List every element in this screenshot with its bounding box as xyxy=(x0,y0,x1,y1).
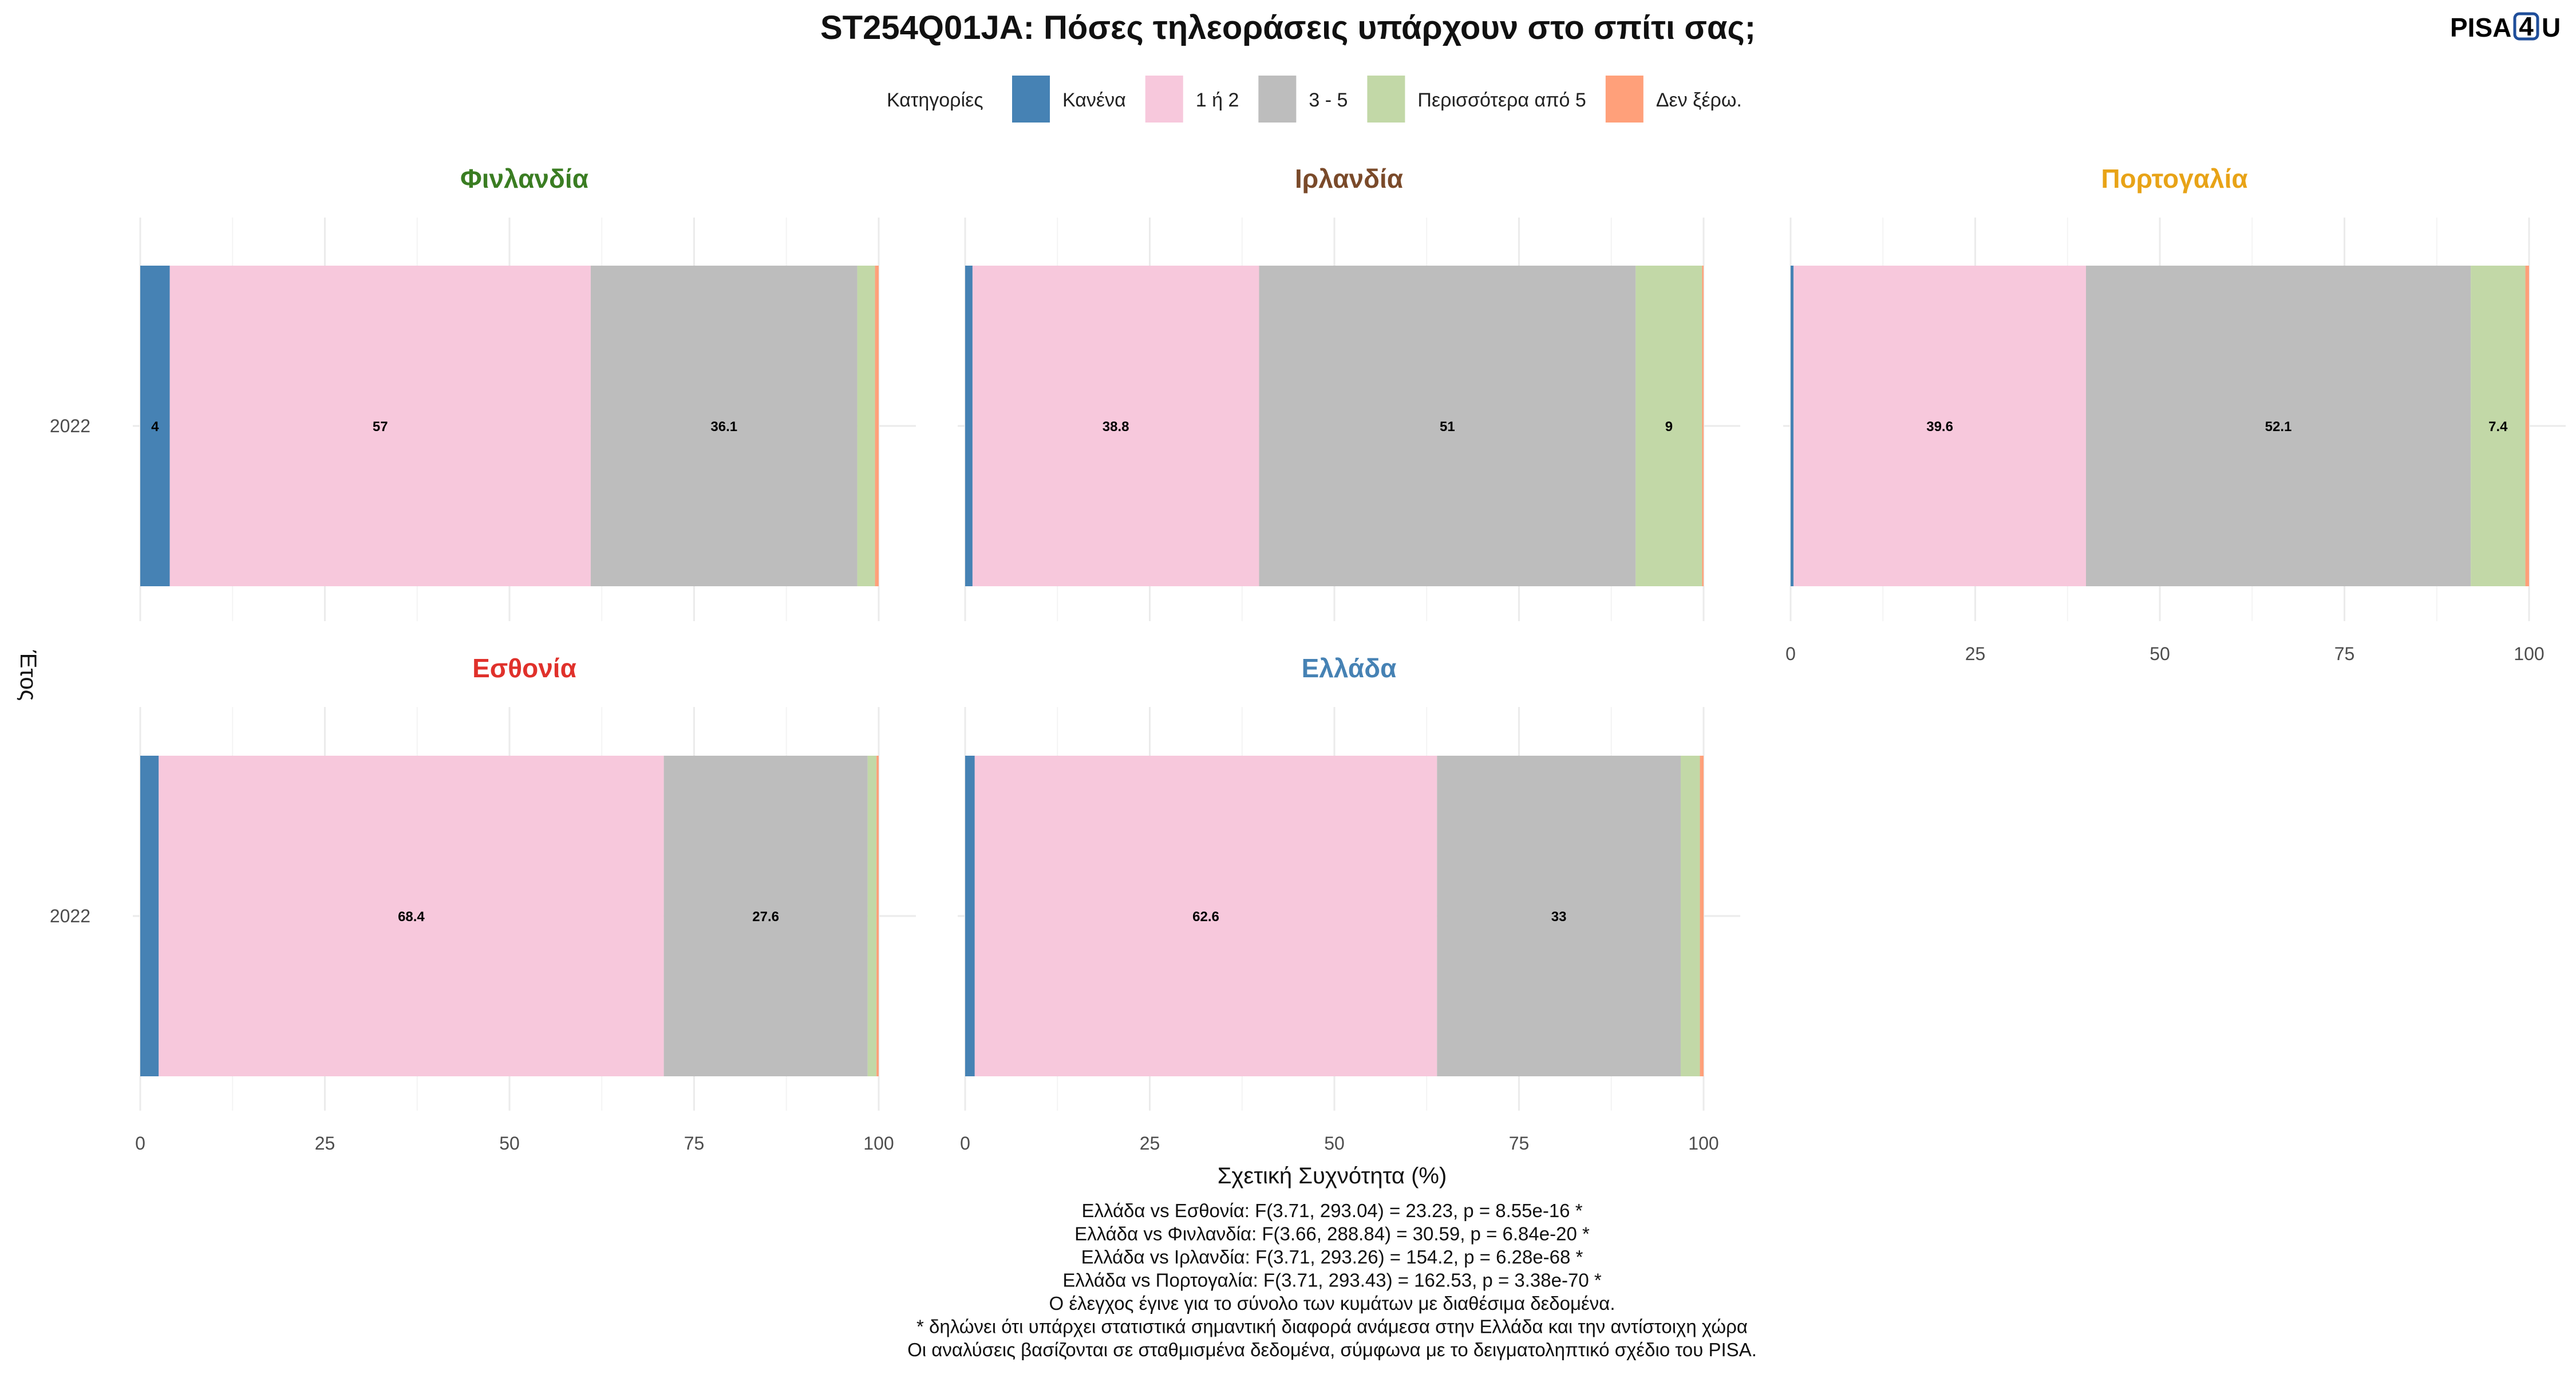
facet-title-2: Ιρλανδία xyxy=(1295,164,1403,194)
facet-title-5: Ελλάδα xyxy=(1302,653,1397,683)
logo-text-pisa: PISA xyxy=(2450,13,2511,42)
bar-label-2-2: 38.8 xyxy=(1103,419,1129,435)
x-tick-label-25: 25 xyxy=(1965,643,1986,664)
bar-segment-1-2 xyxy=(169,266,591,586)
x-tick-label-75: 75 xyxy=(2334,643,2355,664)
bar-segment-2-4 xyxy=(1635,266,1702,586)
bar-label-1-2: 57 xyxy=(373,419,388,435)
bar-segment-4-3 xyxy=(663,756,868,1076)
legend-label-3: 3 - 5 xyxy=(1309,89,1348,111)
bar-segment-2-3 xyxy=(1259,266,1636,586)
x-tick-label-100: 100 xyxy=(1688,1133,1718,1154)
legend-swatch-4 xyxy=(1367,76,1405,123)
legend-label-5: Δεν ξέρω. xyxy=(1656,89,1742,111)
footnote-line-1: Ελλάδα vs Εσθονία: F(3.71, 293.04) = 23.… xyxy=(1081,1200,1582,1221)
x-tick-label-25: 25 xyxy=(315,1133,335,1154)
x-tick-label-100: 100 xyxy=(2514,643,2544,664)
x-tick-label-50: 50 xyxy=(1324,1133,1345,1154)
bar-label-5-3: 33 xyxy=(1551,909,1567,925)
bar-segment-3-4 xyxy=(2471,266,2526,586)
bar-segment-4-2 xyxy=(159,756,664,1076)
bar-label-3-3: 52.1 xyxy=(2265,419,2292,435)
footnote-line-4: Ελλάδα vs Πορτογαλία: F(3.71, 293.43) = … xyxy=(1062,1270,1602,1291)
legend: Κατηγορίες Κανένα 1 ή 2 3 - 5 Περισσότερα α… xyxy=(887,76,1742,123)
footnote-line-6: * δηλώνει ότι υπάρχει στατιστικά σημαντι… xyxy=(916,1316,1748,1337)
bar-segment-5-1 xyxy=(965,756,975,1076)
bar-label-2-3: 51 xyxy=(1440,419,1455,435)
brand-logo: PISA 4 U xyxy=(2450,11,2561,42)
bar-segment-5-3 xyxy=(1437,756,1681,1076)
bar-segment-4-1 xyxy=(140,756,159,1076)
bar-label-1-1: 4 xyxy=(151,419,159,435)
bar-label-1-3: 36.1 xyxy=(710,419,737,435)
legend-swatch-3 xyxy=(1258,76,1297,123)
bar-segment-3-5 xyxy=(2525,266,2529,586)
svg-text:PISA: PISA xyxy=(2450,13,2511,42)
x-tick-label-75: 75 xyxy=(684,1133,705,1154)
bar-label-4-3: 27.6 xyxy=(752,909,779,925)
bar-segment-4-4 xyxy=(867,756,877,1076)
footnote-line-3: Ελλάδα vs Ιρλανδία: F(3.71, 293.26) = 15… xyxy=(1081,1246,1583,1268)
facet-panel-2: Ιρλανδία 38.8 51 9 xyxy=(958,164,1740,621)
bar-label-4-2: 68.4 xyxy=(398,909,425,925)
facet-panel-4: Εσθονία 2022 68.4 27.6 0 25 50 75 100 xyxy=(50,653,916,1154)
logo-text-u: U xyxy=(2542,13,2561,42)
bar-segment-2-1 xyxy=(965,266,973,586)
chart-title: ST254Q01JA: Πόσες τηλεοράσεις υπάρχουν σ… xyxy=(820,9,1756,46)
y-tick-label: 2022 xyxy=(50,906,90,926)
facet-title-4: Εσθονία xyxy=(472,653,576,683)
x-tick-label-0: 0 xyxy=(960,1133,970,1154)
facet-panels: Φινλανδία 2022 4 57 36.1 Ιρλανδία 38.8 51 9 Πορτο… xyxy=(50,164,2566,1154)
x-tick-label-0: 0 xyxy=(1785,643,1796,664)
bar-label-5-2: 62.6 xyxy=(1192,909,1219,925)
bar-segment-5-5 xyxy=(1700,756,1704,1076)
bar-segment-5-2 xyxy=(974,756,1437,1076)
y-tick-label: 2022 xyxy=(50,416,90,436)
legend-swatch-5 xyxy=(1605,76,1643,123)
footnote-line-5: Ο έλεγχος έγινε για το σύνολο των κυμάτω… xyxy=(1049,1293,1615,1314)
x-tick-label-25: 25 xyxy=(1140,1133,1160,1154)
bar-segment-2-5 xyxy=(1702,266,1704,586)
x-tick-label-50: 50 xyxy=(2150,643,2170,664)
bar-segment-1-4 xyxy=(857,266,875,586)
bar-segment-3-2 xyxy=(1793,266,2086,586)
facet-title-3: Πορτογαλία xyxy=(2101,164,2247,194)
bar-segment-4-5 xyxy=(876,756,879,1076)
legend-swatch-2 xyxy=(1145,76,1183,123)
bar-label-2-4: 9 xyxy=(1665,419,1673,435)
logo-box xyxy=(2513,12,2539,41)
facet-title-1: Φινλανδία xyxy=(460,164,588,194)
y-axis-title: Έτος xyxy=(15,650,41,701)
x-tick-label-50: 50 xyxy=(499,1133,520,1154)
bar-segment-5-4 xyxy=(1681,756,1700,1076)
legend-label-4: Περισσότερα από 5 xyxy=(1417,89,1586,111)
x-tick-label-75: 75 xyxy=(1509,1133,1530,1154)
bar-label-3-4: 7.4 xyxy=(2488,419,2508,435)
facet-panel-3: Πορτογαλία 39.6 52.1 7.4 0 25 50 75 100 xyxy=(1783,164,2566,664)
legend-label-1: Κανένα xyxy=(1062,89,1126,111)
bar-label-3-2: 39.6 xyxy=(1926,419,1953,435)
bar-segment-3-3 xyxy=(2086,266,2471,586)
bar-segment-1-5 xyxy=(875,266,879,586)
footnotes: Ελλάδα vs Εσθονία: F(3.71, 293.04) = 23.… xyxy=(907,1200,1757,1360)
x-tick-label-0: 0 xyxy=(135,1133,145,1154)
bar-segment-3-1 xyxy=(1791,266,1794,586)
footnote-line-2: Ελλάδα vs Φινλανδία: F(3.66, 288.84) = 3… xyxy=(1074,1223,1590,1245)
legend-label-2: 1 ή 2 xyxy=(1196,89,1239,111)
x-tick-label-100: 100 xyxy=(863,1133,894,1154)
legend-swatch-1 xyxy=(1012,76,1050,123)
legend-title: Κατηγορίες xyxy=(887,89,983,111)
bar-segment-2-2 xyxy=(972,266,1259,586)
facet-panel-1: Φινλανδία 2022 4 57 36.1 xyxy=(50,164,916,621)
x-axis-title: Σχετική Συχνότητα (%) xyxy=(1218,1163,1447,1189)
facet-panel-5: Ελλάδα 62.6 33 0 25 50 75 100 xyxy=(958,653,1740,1154)
bar-segment-1-3 xyxy=(590,266,858,586)
logo-text-4: 4 xyxy=(2519,11,2534,41)
footnote-line-7: Οι αναλύσεις βασίζονται σε σταθμισμένα δ… xyxy=(907,1339,1757,1360)
bar-segment-1-1 xyxy=(140,266,170,586)
